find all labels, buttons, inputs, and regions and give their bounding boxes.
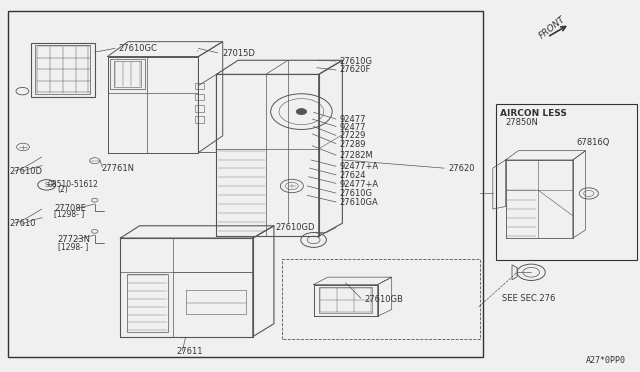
Text: 27289: 27289	[339, 140, 365, 149]
Text: SEE SEC.276: SEE SEC.276	[502, 294, 556, 303]
Circle shape	[296, 109, 307, 115]
Bar	[496, 104, 637, 260]
Bar	[195, 105, 204, 112]
Text: 27015D: 27015D	[223, 49, 255, 58]
Bar	[319, 287, 372, 313]
Text: 27723N: 27723N	[58, 235, 91, 244]
Text: [1298- ]: [1298- ]	[58, 242, 88, 251]
Bar	[195, 94, 204, 100]
Bar	[35, 45, 90, 94]
Text: AIRCON LESS: AIRCON LESS	[500, 109, 567, 118]
Text: 27761N: 27761N	[101, 164, 134, 173]
Text: FRONT: FRONT	[538, 14, 568, 40]
Text: 92477: 92477	[339, 123, 365, 132]
Text: 27610D: 27610D	[10, 167, 43, 176]
Bar	[8, 11, 483, 357]
Text: 27610GA: 27610GA	[339, 198, 378, 207]
Text: 27620: 27620	[448, 164, 474, 173]
Text: 27610GD: 27610GD	[275, 223, 315, 232]
Text: S: S	[45, 182, 49, 188]
Text: A27*0PP0: A27*0PP0	[586, 356, 626, 365]
Text: 27624: 27624	[339, 171, 365, 180]
Text: [1298- ]: [1298- ]	[54, 209, 84, 218]
Bar	[195, 83, 204, 89]
Text: 27620F: 27620F	[339, 65, 371, 74]
Text: 27610GC: 27610GC	[118, 44, 157, 53]
Text: 27610G: 27610G	[339, 57, 372, 66]
Text: 27611: 27611	[176, 347, 202, 356]
Bar	[31, 43, 95, 97]
Text: 92477+A: 92477+A	[339, 180, 378, 189]
Text: 27610GB: 27610GB	[365, 295, 404, 304]
Bar	[127, 274, 168, 332]
Text: 67816Q: 67816Q	[576, 138, 609, 147]
Text: 27610G: 27610G	[339, 189, 372, 198]
Bar	[195, 116, 204, 123]
Text: 27229: 27229	[339, 131, 365, 140]
Text: 27708E: 27708E	[54, 204, 86, 213]
Text: 27610: 27610	[10, 219, 36, 228]
Bar	[114, 61, 141, 87]
Bar	[110, 59, 145, 89]
Text: 08510-51612: 08510-51612	[48, 180, 99, 189]
Text: 92477+A: 92477+A	[339, 162, 378, 171]
Text: (2): (2)	[58, 185, 68, 194]
Text: 92477: 92477	[339, 115, 365, 124]
Text: 27282M: 27282M	[339, 151, 373, 160]
Text: 27850N: 27850N	[506, 118, 538, 126]
